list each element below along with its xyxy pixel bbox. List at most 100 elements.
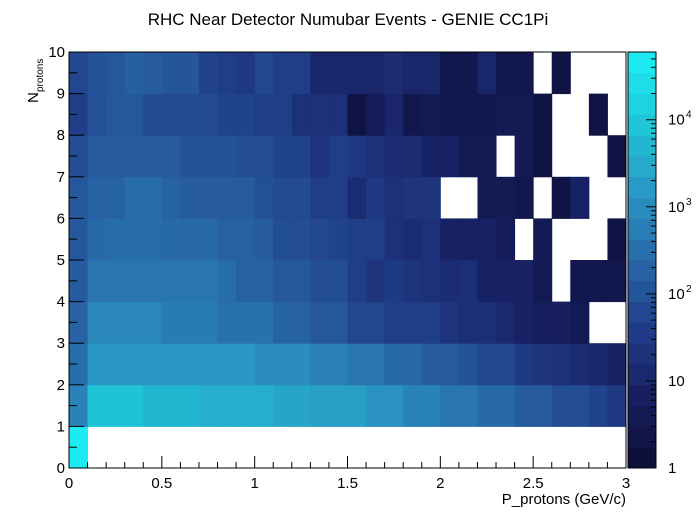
heatmap-cell — [458, 260, 478, 303]
y-tick-label: 6 — [57, 210, 65, 227]
heatmap-cell — [291, 93, 311, 136]
heatmap-cell — [124, 384, 144, 427]
heatmap-cell — [496, 218, 516, 261]
heatmap-cell — [273, 384, 293, 427]
heatmap-cell — [236, 384, 256, 427]
heatmap-cell — [106, 135, 126, 178]
heatmap-cell — [607, 260, 627, 303]
heatmap-cell — [217, 52, 237, 95]
heatmap-cell — [440, 301, 460, 344]
x-axis: 0 0.5 1 1.5 2 2.5 3 — [65, 456, 630, 492]
heatmap-cell — [273, 93, 293, 136]
heatmap-cell — [440, 260, 460, 303]
heatmap-cell — [161, 176, 181, 219]
heatmap-cell — [217, 343, 237, 386]
heatmap-cell — [124, 176, 144, 219]
heatmap-cell — [366, 301, 386, 344]
heatmap-cell — [440, 343, 460, 386]
heatmap-cell — [421, 218, 441, 261]
heatmap-cell — [384, 93, 404, 136]
colorbar-tick-label: 10 — [668, 286, 685, 303]
heatmap-cell — [198, 384, 219, 427]
heatmap-cell — [180, 218, 200, 261]
heatmap-cell — [328, 384, 348, 427]
heatmap-cell — [421, 343, 441, 386]
heatmap-cell — [328, 52, 348, 95]
heatmap-cell — [477, 52, 497, 95]
heatmap-cell — [533, 384, 553, 427]
heatmap-cell — [458, 52, 478, 95]
heatmap-cell — [217, 301, 237, 344]
heatmap-cell — [514, 301, 534, 344]
heatmap-cell — [87, 384, 107, 427]
heatmap-cell — [254, 218, 274, 261]
heatmap-cell — [440, 218, 460, 261]
heatmap-cell — [273, 176, 293, 219]
heatmap-cell — [69, 176, 89, 219]
x-tick-label: 0 — [65, 475, 73, 492]
heatmap-cell — [291, 218, 311, 261]
heatmap-cell — [477, 93, 497, 136]
heatmap-cell — [458, 384, 478, 427]
heatmap-cell — [533, 135, 553, 178]
heatmap-cell — [366, 218, 386, 261]
x-tick-label: 0.5 — [151, 475, 172, 492]
heatmap-cell — [328, 343, 348, 386]
heatmap-cell — [198, 343, 219, 386]
heatmap-cell — [551, 52, 571, 95]
heatmap-cell — [347, 52, 367, 95]
heatmap-cell — [533, 218, 553, 261]
heatmap-cell — [347, 301, 367, 344]
heatmap-cell — [273, 218, 293, 261]
heatmap-cell — [347, 260, 367, 303]
heatmap-cell — [347, 93, 367, 136]
y-tick-label: 1 — [57, 418, 65, 435]
heatmap-cell — [217, 135, 237, 178]
x-tick-label: 1.5 — [337, 475, 358, 492]
heatmap-cell — [310, 260, 330, 303]
y-tick-label: 9 — [57, 86, 65, 103]
heatmap-cell — [273, 52, 293, 95]
heatmap-cell — [291, 384, 311, 427]
heatmap-cell — [236, 260, 256, 303]
heatmap-cell — [384, 135, 404, 178]
heatmap-cell — [607, 135, 627, 178]
heatmap-cell — [328, 260, 348, 303]
heatmap-cell — [607, 384, 627, 427]
heatmap-cell — [143, 301, 163, 344]
y-axis-label-main: N — [25, 92, 42, 103]
heatmap-cell — [180, 52, 200, 95]
heatmap-cell — [180, 260, 200, 303]
colorbar-band — [628, 135, 656, 157]
heatmap-cell — [161, 260, 181, 303]
heatmap-cell — [254, 93, 274, 136]
heatmap-cell — [69, 135, 89, 178]
heatmap-cell — [477, 260, 497, 303]
heatmap-cell — [124, 260, 144, 303]
colorbar-band — [628, 322, 656, 344]
colorbar-band — [628, 197, 656, 219]
heatmap-cell — [106, 384, 126, 427]
heatmap-cell — [161, 384, 181, 427]
heatmap-cell — [421, 384, 441, 427]
colorbar-band — [628, 72, 656, 95]
heatmap-cell — [69, 343, 89, 386]
heatmap-cell — [69, 93, 89, 136]
colorbar-band — [628, 93, 656, 115]
colorbar-band — [628, 405, 656, 427]
colorbar-band — [628, 176, 656, 199]
heatmap-cell — [403, 176, 423, 219]
heatmap-cell — [254, 135, 274, 178]
heatmap-cell — [87, 176, 107, 219]
heatmap-cell — [310, 384, 330, 427]
heatmap-cell — [310, 176, 330, 219]
heatmap-cell — [533, 260, 553, 303]
heatmap-cell — [124, 301, 144, 344]
heatmap-cell — [440, 384, 460, 427]
colorbar-tick-exponent: 3 — [686, 197, 692, 208]
heatmap-cell — [570, 343, 590, 386]
colorbar-band — [628, 218, 656, 240]
heatmap-cell — [440, 52, 460, 95]
heatmap-cell — [180, 384, 200, 427]
heatmap-cell — [384, 52, 404, 95]
